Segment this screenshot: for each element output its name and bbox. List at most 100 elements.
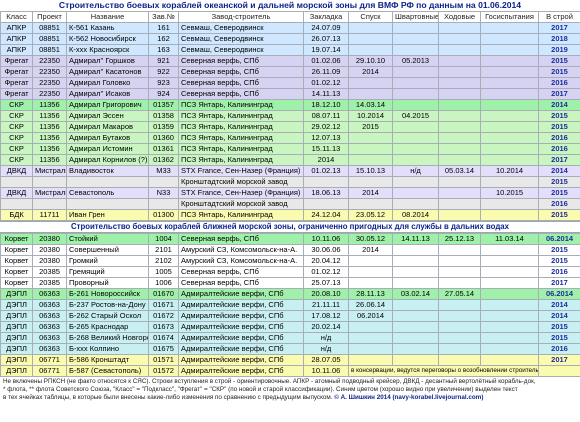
cell-state-trials — [480, 332, 539, 344]
cell-sea-trials — [438, 99, 481, 111]
cell-laid-down: 08.07.11 — [303, 110, 349, 122]
cell-laid-down: 20.02.14 — [303, 321, 349, 333]
cell-laid-down: 17.08.12 — [303, 310, 349, 322]
cell-name: Иван Грен — [66, 209, 149, 221]
cell-builder: Адмиралтейские верфи, СПб — [178, 343, 304, 355]
cell-commissioned: 2014 — [538, 99, 580, 111]
cell-laid-down: 18.06.13 — [303, 187, 349, 199]
cell-state-trials — [480, 343, 539, 355]
table-row: СКР 11356 Адмирал Григорович 01357 ПСЗ Янтар… — [0, 99, 580, 111]
cell-mooring-trials — [392, 310, 439, 322]
cell-laid-down — [303, 198, 349, 210]
cell-builder: Северная верфь, СПб — [178, 77, 304, 89]
cell-project: 08851 — [32, 33, 67, 45]
cell-laid-down: 10.11.06 — [303, 365, 349, 377]
cell-name: Стойкий — [66, 233, 149, 245]
cell-laid-down: 2014 — [303, 154, 349, 166]
cell-launched — [348, 132, 393, 144]
cell-state-trials — [480, 132, 539, 144]
cell-name: Севастополь — [66, 187, 149, 199]
cell-builder: ПСЗ Янтарь, Калининград — [178, 143, 304, 155]
cell-laid-down: 01.02.12 — [303, 266, 349, 278]
cell-class: АПКР — [0, 22, 33, 34]
cell-commissioned: 2015 — [538, 209, 580, 221]
table-row: ДЭПЛ 06771 Б-587 (Севастополь) 01572 Адмирал… — [0, 365, 580, 377]
cell-builder: ПСЗ Янтарь, Калининград — [178, 121, 304, 133]
cell-laid-down: 26.11.09 — [303, 66, 349, 78]
cell-mooring-trials — [392, 176, 439, 188]
cell-builder: Адмиралтейские верфи, СПб — [178, 365, 304, 377]
cell-yard-no: 161 — [148, 22, 179, 34]
cell-class: Корвет — [0, 266, 33, 278]
cell-laid-down: 15.11.13 — [303, 143, 349, 155]
cell-state-trials — [480, 44, 539, 56]
cell-mooring-trials: н/д — [392, 165, 439, 177]
cell-commissioned: 2016 — [538, 143, 580, 155]
cell-yard-no: 01572 — [148, 365, 179, 377]
cell-sea-trials — [438, 66, 481, 78]
col-header-class: Класс — [0, 11, 33, 23]
cell-class: Корвет — [0, 233, 33, 245]
cell-class: СКР — [0, 154, 33, 166]
cell-sea-trials — [438, 255, 481, 267]
footnote: Не включены РПКСН (не факто относятся к … — [0, 377, 580, 403]
cell-name: Адмирал'' Касатонов — [66, 66, 149, 78]
cell-name: Б-261 Новороссийск — [66, 288, 149, 300]
cell-sea-trials — [438, 332, 481, 344]
cell-yard-no — [148, 198, 179, 210]
cell-project: Мистраль — [32, 187, 67, 199]
cell-mooring-trials — [392, 332, 439, 344]
col-header-project: Проект — [32, 11, 67, 23]
col-header-laid-down: Закладка — [303, 11, 349, 23]
cell-name: Б-ххх Колпино — [66, 343, 149, 355]
page-title: Строительство боевых кораблей океанской … — [58, 0, 522, 10]
table-row: Корвет 20385 Проворный 1006 Северная верфь, … — [0, 277, 580, 289]
table-row: Корвет 20380 Стойкий 1004 Северная верфь, СП… — [0, 233, 580, 245]
cell-class: Фрегат — [0, 77, 33, 89]
cell-commissioned: 2016 — [538, 198, 580, 210]
cell-yard-no: 01673 — [148, 321, 179, 333]
cell-project: 11356 — [32, 154, 67, 166]
cell-project: 20385 — [32, 266, 67, 278]
cell-mooring-trials — [392, 343, 439, 355]
cell-launched — [348, 198, 393, 210]
cell-commissioned: 2016 — [538, 266, 580, 278]
cell-project: 11356 — [32, 121, 67, 133]
cell-project: 11356 — [32, 143, 67, 155]
cell-class: Фрегат — [0, 88, 33, 100]
table-row: Корвет 20380 Совершенный 2101 Амурский СЗ, К… — [0, 244, 580, 256]
cell-launched: 29.10.10 — [348, 55, 393, 67]
cell-mooring-trials — [392, 88, 439, 100]
table-row: АПКР 08851 К-ххх Красноярск 163 Севмаш, Севе… — [0, 44, 580, 56]
table-header-row: Класс Проект Название Зав.№ Завод-строит… — [0, 11, 580, 23]
cell-yard-no: 2102 — [148, 255, 179, 267]
cell-class: СКР — [0, 110, 33, 122]
cell-mooring-trials — [392, 299, 439, 311]
ships-table-main: Класс Проект Название Зав.№ Завод-строит… — [0, 11, 580, 221]
cell-sea-trials — [438, 354, 481, 366]
cell-sea-trials — [438, 187, 481, 199]
cell-state-trials — [480, 22, 539, 34]
cell-builder: STX France, Сен-Назер (Франция) — [178, 187, 304, 199]
table-row: ДЭПЛ 06363 Б-268 Великий Новгород 01674 Адми… — [0, 332, 580, 344]
cell-sea-trials: 05.03.14 — [438, 165, 481, 177]
table-row: ДВКД Мистраль Севастополь N33 STX France, Се… — [0, 187, 580, 199]
cell-launched — [348, 332, 393, 344]
cell-name: Б-265 Краснодар — [66, 321, 149, 333]
col-header-commissioned: В строй — [538, 11, 580, 23]
cell-mooring-trials — [392, 255, 439, 267]
cell-launched — [348, 321, 393, 333]
cell-name: Адмирал Корнилов (?) — [66, 154, 149, 166]
cell-class: СКР — [0, 132, 33, 144]
cell-sea-trials — [438, 176, 481, 188]
cell-mooring-trials: 04.2015 — [392, 110, 439, 122]
cell-project: 22350 — [32, 66, 67, 78]
cell-launched: 14.03.14 — [348, 99, 393, 111]
cell-laid-down: 24.12.04 — [303, 209, 349, 221]
cell-launched — [348, 88, 393, 100]
cell-builder: Адмиралтейские верфи, СПб — [178, 310, 304, 322]
cell-state-trials — [480, 244, 539, 256]
col-header-sea-trials: Ходовые — [438, 11, 481, 23]
cell-builder: Севмаш, Северодвинск — [178, 44, 304, 56]
cell-launched — [348, 354, 393, 366]
